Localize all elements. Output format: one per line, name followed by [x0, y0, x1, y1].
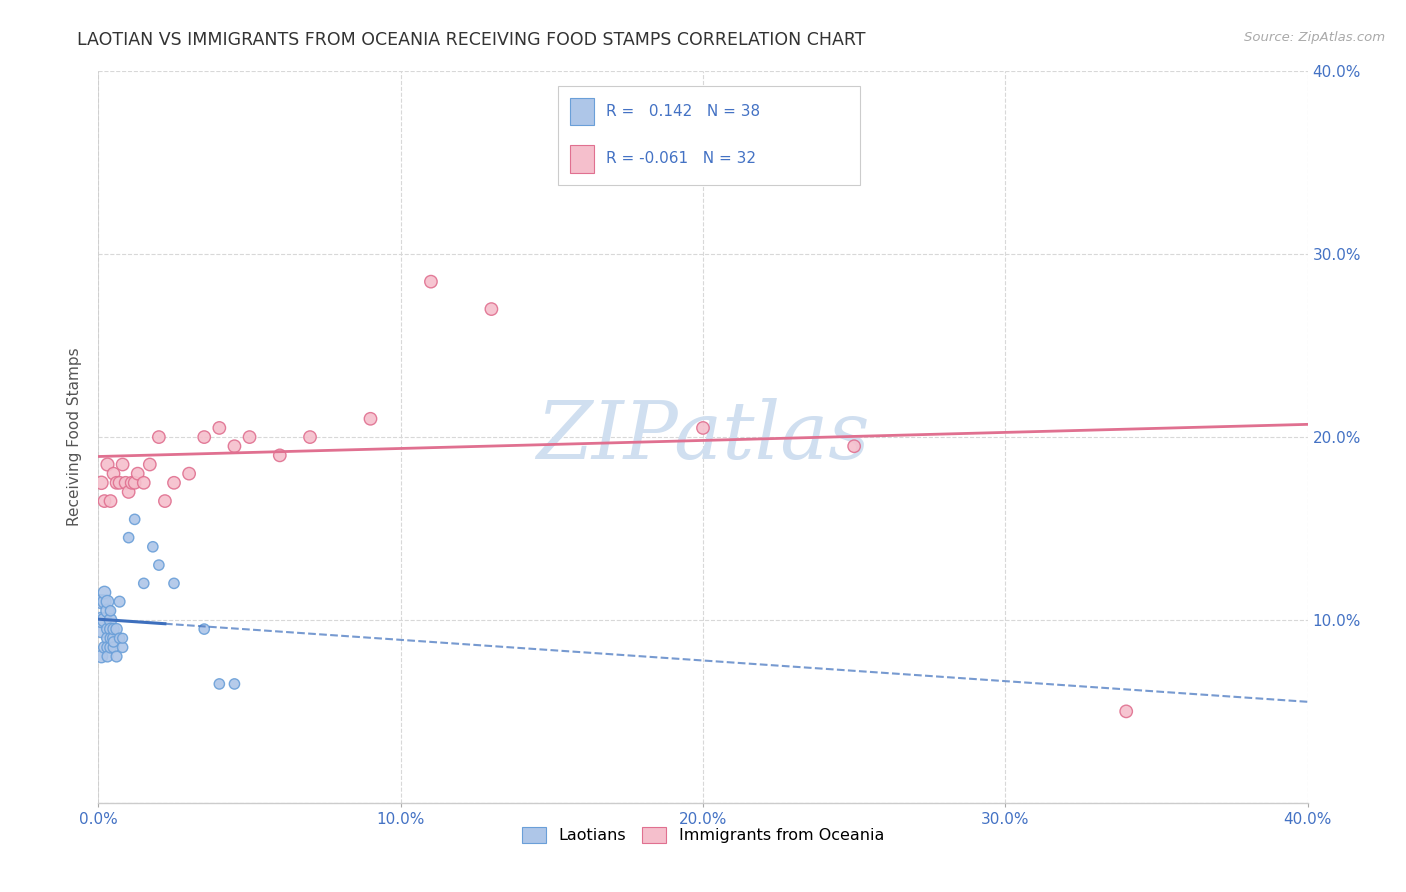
Point: [239, 430, 262, 444]
Point: [179, 467, 201, 481]
Point: [103, 632, 125, 646]
Point: [108, 594, 131, 608]
Point: [692, 421, 714, 435]
Point: [96, 604, 118, 618]
Point: [111, 458, 134, 472]
Point: [481, 301, 503, 317]
Point: [360, 412, 382, 426]
Point: [224, 677, 246, 691]
Point: [103, 640, 125, 655]
Point: [100, 632, 122, 646]
Point: [153, 494, 176, 508]
Point: [132, 576, 155, 591]
Point: [121, 475, 143, 490]
Point: [193, 430, 215, 444]
Point: [100, 622, 122, 636]
Point: [631, 110, 654, 124]
Point: [163, 475, 186, 490]
Point: [100, 604, 122, 618]
Point: [90, 613, 112, 627]
Point: [139, 458, 162, 472]
Point: [96, 458, 118, 472]
Point: [208, 677, 231, 691]
Text: LAOTIAN VS IMMIGRANTS FROM OCEANIA RECEIVING FOOD STAMPS CORRELATION CHART: LAOTIAN VS IMMIGRANTS FROM OCEANIA RECEI…: [77, 31, 866, 49]
Point: [96, 632, 118, 646]
Legend: Laotians, Immigrants from Oceania: Laotians, Immigrants from Oceania: [516, 821, 890, 850]
Point: [269, 448, 291, 462]
Point: [114, 475, 136, 490]
Y-axis label: Receiving Food Stamps: Receiving Food Stamps: [67, 348, 83, 526]
Point: [111, 632, 134, 646]
Point: [1115, 705, 1137, 719]
Point: [103, 467, 125, 481]
Point: [148, 558, 170, 573]
Point: [96, 640, 118, 655]
Point: [142, 540, 165, 554]
Point: [163, 576, 186, 591]
Point: [93, 494, 115, 508]
Point: [105, 622, 128, 636]
Point: [299, 430, 322, 444]
Point: [100, 640, 122, 655]
Point: [90, 649, 112, 664]
Point: [100, 494, 122, 508]
Point: [93, 594, 115, 608]
Point: [124, 512, 146, 526]
Point: [108, 475, 131, 490]
Point: [844, 439, 866, 453]
Point: [224, 439, 246, 453]
Point: [111, 640, 134, 655]
Point: [105, 475, 128, 490]
Text: Source: ZipAtlas.com: Source: ZipAtlas.com: [1244, 31, 1385, 45]
Point: [90, 475, 112, 490]
Point: [100, 613, 122, 627]
Point: [90, 622, 112, 636]
Point: [103, 622, 125, 636]
Point: [103, 635, 125, 649]
Point: [148, 430, 170, 444]
Point: [90, 594, 112, 608]
Point: [105, 649, 128, 664]
Point: [118, 485, 141, 500]
Text: ZIPatlas: ZIPatlas: [536, 399, 870, 475]
Point: [124, 475, 146, 490]
Point: [118, 531, 141, 545]
Point: [93, 640, 115, 655]
Point: [208, 421, 231, 435]
Point: [96, 649, 118, 664]
Point: [96, 622, 118, 636]
Point: [127, 467, 149, 481]
Point: [96, 594, 118, 608]
Point: [420, 275, 443, 289]
Point: [132, 475, 155, 490]
Point: [108, 632, 131, 646]
Point: [93, 613, 115, 627]
Point: [93, 585, 115, 599]
Point: [193, 622, 215, 636]
